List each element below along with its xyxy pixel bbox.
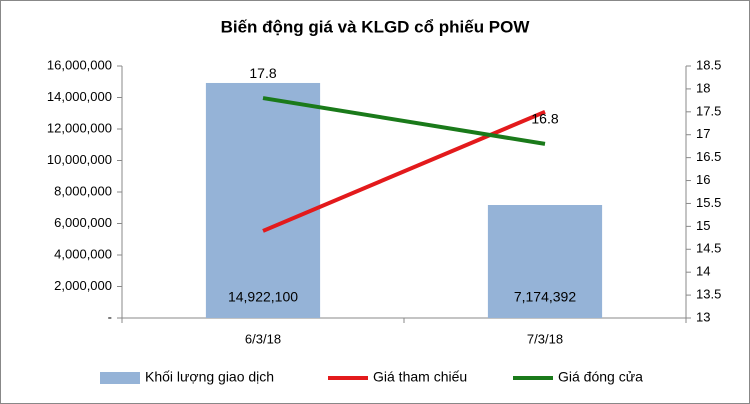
x-tick-label: 7/3/18 <box>527 331 563 346</box>
y-tick-label: 14,000,000 <box>47 89 112 104</box>
legend-label: Giá tham chiếu <box>373 369 467 385</box>
y-tick-label: - <box>108 309 112 324</box>
y2-tick-label: 13 <box>696 309 710 324</box>
legend-label: Giá đóng cửa <box>558 369 643 385</box>
bar <box>487 205 603 318</box>
line <box>262 96 546 146</box>
bar <box>205 82 321 318</box>
y-tick-label: 4,000,000 <box>54 246 112 261</box>
y2-tick-label: 13.5 <box>696 287 721 302</box>
bar-value-label: 7,174,392 <box>514 289 576 305</box>
y2-tick-label: 14.5 <box>696 241 721 256</box>
legend-swatch <box>100 372 140 384</box>
line-value-label: 17.8 <box>249 65 276 81</box>
x-tick-label: 6/3/18 <box>245 331 281 346</box>
chart-title: Biến động giá và KLGD cổ phiếu POW <box>221 17 531 36</box>
y2-tick-label: 17 <box>696 126 710 141</box>
y2-tick-label: 16.5 <box>696 149 721 164</box>
y2-tick-label: 15.5 <box>696 195 721 210</box>
y-tick-label: 6,000,000 <box>54 215 112 230</box>
y-tick-label: 12,000,000 <box>47 120 112 135</box>
y2-tick-label: 17.5 <box>696 103 721 118</box>
y2-tick-label: 16 <box>696 172 710 187</box>
y2-tick-label: 15 <box>696 218 710 233</box>
y-tick-label: 10,000,000 <box>47 152 112 167</box>
y-tick-label: 16,000,000 <box>47 57 112 72</box>
y2-tick-label: 14 <box>696 264 710 279</box>
bar-value-label: 14,922,100 <box>228 289 298 305</box>
y-tick-label: 8,000,000 <box>54 183 112 198</box>
y2-tick-label: 18.5 <box>696 57 721 72</box>
line <box>262 109 546 233</box>
y-tick-label: 2,000,000 <box>54 278 112 293</box>
y2-tick-label: 18 <box>696 80 710 95</box>
line-value-label: 16.8 <box>531 111 558 127</box>
legend-label: Khối lượng giao dịch <box>145 369 274 385</box>
